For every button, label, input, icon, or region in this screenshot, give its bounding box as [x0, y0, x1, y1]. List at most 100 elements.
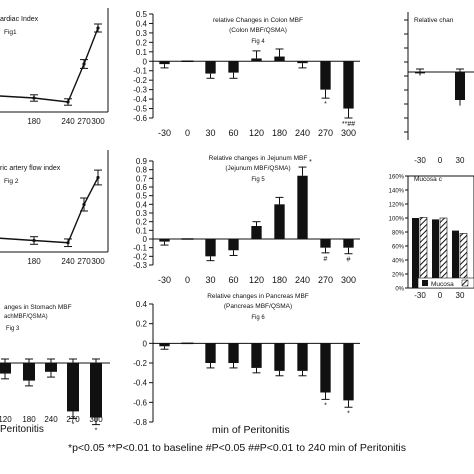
bar-120	[251, 58, 262, 62]
data-point-270	[82, 202, 86, 207]
chart-title: relative Changes in Colon MBF	[213, 17, 303, 24]
chart-fig_right_top: -30 0 30 Relative chan	[404, 12, 474, 165]
bar-60	[228, 343, 239, 363]
chart-title: ric artery flow index	[0, 165, 61, 172]
x-tick-label: 240	[295, 275, 310, 285]
x-tick-label: -30	[414, 291, 426, 300]
data-point-180	[32, 96, 36, 100]
y-tick-label: -0.4	[133, 95, 147, 104]
y-tick-label: -0.2	[133, 359, 147, 368]
legend-swatch-series2	[461, 279, 469, 287]
x-tick-label: 0	[438, 291, 443, 300]
x-tick-label: 120	[0, 415, 12, 424]
bar-300	[343, 239, 354, 248]
y-tick-label: 0	[143, 235, 148, 244]
y-tick-label: -0.8	[133, 418, 147, 427]
significance-mark: *	[95, 428, 98, 435]
x-tick-label: 240	[295, 128, 310, 138]
chart-fig6: -0.8-0.6-0.4-0.200.20.4-3003060120180240…	[133, 293, 360, 427]
y-tick-label: 0.7	[136, 174, 148, 183]
bar-series2--30	[419, 217, 428, 289]
bar-30	[205, 343, 216, 363]
bar-60	[228, 239, 239, 251]
bar-30	[205, 239, 216, 257]
y-tick-label: 100%	[389, 217, 405, 223]
figure-label: Fig 2	[4, 178, 19, 185]
y-tick-label: -0.1	[133, 67, 147, 76]
y-tick-label: 0.9	[136, 157, 148, 166]
x-tick-label: 270	[66, 415, 80, 424]
y-tick-label: 60%	[392, 245, 405, 251]
x-tick-label: 120	[249, 128, 264, 138]
x-tick-label: 240	[61, 257, 75, 266]
x-tick-label: 180	[272, 128, 287, 138]
y-tick-label: 0.6	[136, 183, 148, 192]
x-tick-label: 60	[228, 275, 238, 285]
y-tick-label: 0.2	[136, 218, 148, 227]
figure-label: Fig 3	[6, 326, 20, 332]
chart-title: Mucosa c	[414, 176, 443, 183]
figure-label: Fig 4	[251, 39, 265, 45]
chart-title: Relative changes in Pancreas MBF	[207, 293, 309, 300]
chart-fig4: -0.6-0.5-0.4-0.3-0.2-0.100.10.20.30.40.5…	[133, 10, 360, 138]
series-line	[0, 177, 99, 244]
x-tick-label: -30	[414, 156, 426, 165]
significance-mark: *	[309, 159, 312, 166]
y-tick-label: 140%	[389, 189, 405, 195]
x-tick-label: 30	[205, 275, 215, 285]
x-tick-label: -30	[158, 128, 171, 138]
bar-300	[343, 343, 354, 401]
legend-box	[417, 277, 474, 289]
y-tick-label: 0.3	[136, 209, 148, 218]
x-tick-label: 30	[456, 156, 465, 165]
y-tick-label: -0.5	[133, 105, 147, 114]
x-tick-label: 0	[185, 128, 190, 138]
y-tick-label: 160%	[389, 175, 405, 181]
bar-30	[205, 61, 216, 74]
bar-240	[297, 175, 308, 239]
x-tick-label: 120	[249, 275, 264, 285]
data-point-300	[96, 26, 100, 30]
data-point-300	[96, 175, 100, 180]
y-tick-label: 0.4	[136, 200, 148, 209]
significance-mark: *	[324, 101, 327, 108]
x-axis-label-main: min of Peritonitis	[212, 424, 290, 436]
x-tick-label: -30	[158, 275, 171, 285]
bar-270	[320, 343, 331, 393]
y-tick-label: 0%	[395, 287, 404, 293]
legend-swatch-mucosa	[422, 280, 428, 286]
bar-120	[251, 226, 262, 239]
y-tick-label: 0.2	[136, 320, 148, 329]
significance-mark: *	[72, 421, 75, 428]
y-tick-label: 0.5	[136, 192, 148, 201]
chart-subtitle: achMBF/QSMA)	[4, 314, 48, 320]
data-point-240	[66, 100, 70, 104]
x-tick-label: 180	[27, 257, 41, 266]
y-tick-label: -0.4	[133, 379, 147, 388]
chart-title: Relative chan	[414, 17, 454, 24]
chart-subtitle: (Colon MBF/QSMA)	[229, 27, 287, 34]
x-tick-label: 300	[341, 275, 356, 285]
y-tick-label: 0	[143, 339, 148, 348]
y-tick-label: 0.8	[136, 166, 148, 175]
bar--30	[159, 343, 170, 347]
chart-subtitle: (Pancreas MBF/QSMA)	[224, 303, 292, 310]
significance-mark: *	[347, 410, 350, 417]
y-tick-label: 0.1	[136, 226, 148, 235]
y-tick-label: 80%	[392, 231, 405, 237]
x-tick-label: 270	[77, 257, 91, 266]
chart-title: ardiac Index	[0, 16, 39, 23]
bar-180	[274, 204, 285, 239]
y-tick-label: -0.2	[133, 252, 147, 261]
x-tick-label: 300	[341, 128, 356, 138]
x-axis-label-left-fragment: Peritonitis	[0, 424, 44, 435]
y-tick-label: -0.3	[133, 86, 147, 95]
y-tick-label: -0.6	[133, 398, 147, 407]
x-tick-label: 300	[91, 257, 105, 266]
bar-180	[274, 56, 285, 62]
figure-label: Fig 5	[251, 177, 265, 183]
data-point-180	[32, 238, 36, 243]
x-tick-label: 30	[205, 128, 215, 138]
